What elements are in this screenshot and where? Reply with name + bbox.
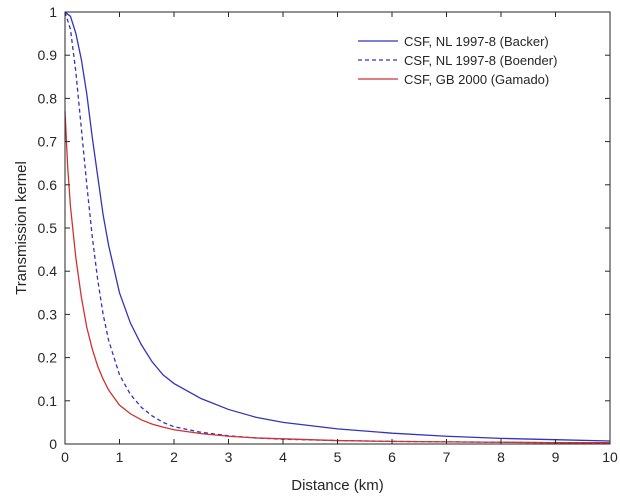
y-tick-label: 0.7	[38, 134, 58, 150]
x-tick-label: 10	[602, 449, 618, 465]
y-tick-label: 1	[49, 4, 57, 20]
y-tick-label: 0.4	[38, 263, 58, 279]
series-line	[64, 11, 610, 444]
x-tick-label: 5	[334, 449, 342, 465]
x-tick-label: 7	[443, 449, 451, 465]
legend: CSF, NL 1997-8 (Backer) CSF, NL 1997-8 (B…	[358, 34, 557, 87]
y-tick-label: 0.6	[38, 177, 58, 193]
x-axis-ticks: 0 1 2 3 4 5 6 7 8 9 10	[61, 12, 618, 465]
plot-area	[65, 12, 610, 444]
legend-label: CSF, NL 1997-8 (Boender)	[404, 53, 557, 68]
x-tick-label: 8	[497, 449, 505, 465]
y-tick-label: 0.3	[38, 306, 58, 322]
x-tick-label: 3	[225, 449, 233, 465]
y-axis-ticks: 0 0.1 0.2 0.3 0.4 0.5 0.6 0.7 0.8 0.9 1	[38, 4, 610, 452]
x-tick-label: 4	[279, 449, 287, 465]
series-lines	[64, 11, 611, 444]
legend-label: CSF, GB 2000 (Gamado)	[404, 72, 549, 87]
y-tick-label: 0.2	[38, 350, 58, 366]
y-tick-label: 0	[49, 436, 57, 452]
y-tick-label: 0.1	[38, 393, 58, 409]
x-tick-label: 6	[388, 449, 396, 465]
x-axis-title: Distance (km)	[291, 477, 384, 494]
x-tick-label: 2	[170, 449, 178, 465]
x-tick-label: 0	[61, 449, 69, 465]
x-tick-label: 9	[552, 449, 560, 465]
y-tick-label: 0.9	[38, 47, 58, 63]
y-tick-label: 0.5	[38, 220, 58, 236]
x-tick-label: 1	[116, 449, 124, 465]
series-line	[64, 11, 611, 442]
y-tick-label: 0.8	[38, 90, 58, 106]
series-line	[64, 111, 610, 444]
legend-label: CSF, NL 1997-8 (Backer)	[404, 34, 549, 49]
y-axis-title: Transmission kernel	[13, 161, 30, 295]
